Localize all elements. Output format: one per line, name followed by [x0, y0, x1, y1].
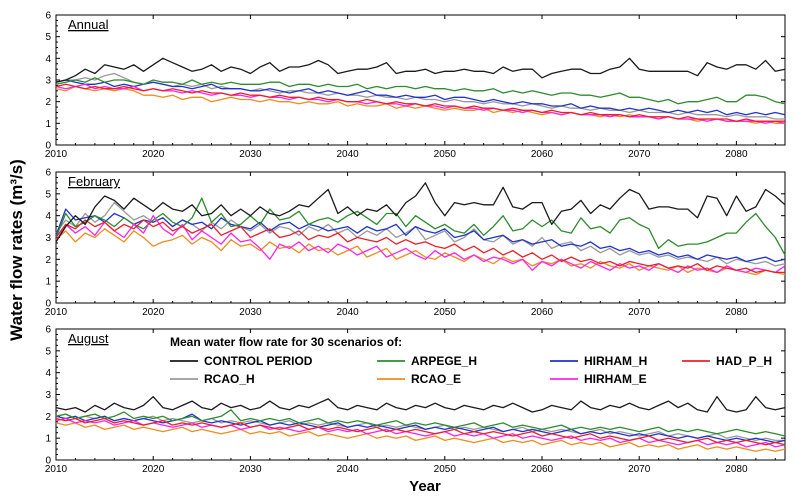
x-tick-label: 2050 [434, 149, 457, 160]
y-tick-label: 5 [45, 189, 51, 200]
x-tick-label: 2080 [725, 307, 748, 318]
x-tick-label: 2030 [239, 307, 262, 318]
x-axis-title: Year [409, 478, 441, 495]
legend: Mean water flow rate for 30 scenarios of… [170, 335, 772, 386]
panel-february: 0 1 2 3 4 5 6 2010 2020 2030 2040 2050 2060 2070 2080 F… [45, 168, 786, 318]
series-line-control-period [55, 182, 786, 243]
y-tick-label: 6 [45, 325, 51, 336]
x-tick-label: 2070 [628, 149, 651, 160]
series-line-rcao_e [55, 228, 786, 276]
plot-frame [55, 14, 786, 146]
x-tick-label: 2010 [45, 307, 68, 318]
series-line-hirham_h [55, 79, 786, 116]
legend-label: CONTROL PERIOD [204, 354, 313, 368]
y-tick-label: 2 [45, 97, 51, 108]
x-tick-label: 2050 [434, 307, 457, 318]
x-tick-label: 2060 [531, 149, 554, 160]
legend-item: HIRHAM_H [550, 354, 647, 368]
x-tick-label: 2060 [531, 464, 554, 475]
legend-item: CONTROL PERIOD [170, 354, 313, 368]
x-tick-label: 2010 [45, 149, 68, 160]
legend-label: ARPEGE_H [411, 354, 477, 368]
series-line-had_p_h [55, 83, 785, 122]
y-tick-label: 3 [45, 390, 51, 401]
x-tick-label: 2020 [142, 464, 165, 475]
series-line-had_p_h [55, 417, 786, 446]
legend-label: HAD_P_H [716, 354, 772, 368]
x-tick-label: 2020 [142, 149, 165, 160]
legend-item: ARPEGE_H [377, 354, 477, 368]
y-tick-label: 3 [45, 233, 51, 244]
y-tick-label: 2 [45, 255, 51, 266]
y-tick-label: 4 [45, 368, 51, 379]
series-line-arpege_h [55, 409, 786, 437]
series-line-arpege_h [55, 77, 786, 105]
y-tick-label: 5 [45, 32, 51, 43]
x-tick-label: 2070 [628, 464, 651, 475]
x-tick-label: 2050 [434, 464, 457, 475]
x-tick-label: 2020 [142, 307, 165, 318]
plot-frame [55, 171, 786, 304]
y-tick-label: 6 [45, 11, 51, 22]
x-tick-label: 2030 [239, 464, 262, 475]
legend-item: RCAO_H [170, 372, 255, 386]
panel-title: February [68, 174, 121, 189]
panel-title: Annual [68, 17, 109, 32]
y-tick-label: 6 [45, 168, 51, 179]
y-tick-label: 0 [45, 456, 51, 467]
legend-label: RCAO_E [411, 372, 461, 386]
y-tick-label: 2 [45, 412, 51, 423]
x-tick-label: 2060 [531, 307, 554, 318]
panel-title: August [68, 331, 109, 346]
legend-title: Mean water flow rate for 30 scenarios of… [170, 335, 402, 349]
panel-annual: 0 1 2 3 4 5 6 2010 2020 2030 2040 2050 2060 2070 2080 A… [45, 11, 786, 160]
x-tick-label: 2040 [336, 149, 359, 160]
panel-august: 0 1 2 3 4 5 6 2010 2020 2030 2040 2050 2060 2070 2080 A… [45, 325, 786, 475]
x-tick-label: 2010 [45, 464, 68, 475]
y-tick-label: 4 [45, 54, 51, 65]
y-tick-label: 1 [45, 277, 51, 288]
x-tick-label: 2040 [336, 464, 359, 475]
series-line-rcao_e [55, 422, 786, 452]
series-line-arpege_h [55, 197, 786, 256]
legend-item: RCAO_E [377, 372, 461, 386]
series-line-control-period [55, 57, 786, 83]
legend-label: HIRHAM_H [584, 354, 647, 368]
legend-label: RCAO_H [204, 372, 255, 386]
y-tick-label: 4 [45, 211, 51, 222]
legend-item: HAD_P_H [682, 354, 772, 368]
x-tick-label: 2030 [239, 149, 262, 160]
y-tick-label: 1 [45, 119, 51, 130]
y-tick-label: 1 [45, 434, 51, 445]
y-tick-label: 0 [45, 299, 51, 310]
legend-label: HIRHAM_E [584, 372, 647, 386]
series-line-had_p_h [55, 219, 785, 274]
y-tick-label: 0 [45, 141, 51, 152]
x-tick-label: 2070 [628, 307, 651, 318]
x-tick-label: 2040 [336, 307, 359, 318]
x-tick-label: 2080 [725, 464, 748, 475]
series-line-control-period [55, 396, 786, 413]
y-tick-label: 3 [45, 76, 51, 87]
y-tick-label: 5 [45, 346, 51, 357]
series-line-hirham_h [55, 208, 786, 263]
series-line-hirham_e [55, 417, 786, 448]
y-axis-title: Water flow rates (m³/s) [7, 159, 26, 341]
series-line-rcao_h [55, 72, 785, 120]
legend-item: HIRHAM_E [550, 372, 647, 386]
x-tick-label: 2080 [725, 149, 748, 160]
